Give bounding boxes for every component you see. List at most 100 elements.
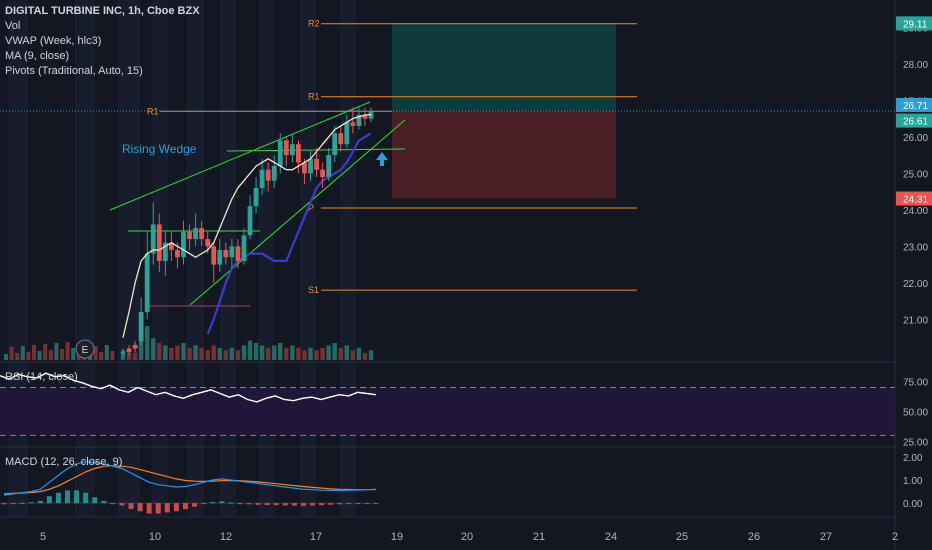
pivot-label-3: P bbox=[308, 203, 314, 213]
volume-bar bbox=[211, 345, 216, 360]
volume-bar bbox=[126, 352, 132, 360]
volume-bar bbox=[54, 343, 59, 360]
macd-hist-bar bbox=[19, 502, 25, 504]
candle-body bbox=[253, 187, 259, 207]
price-tick: 28.00 bbox=[903, 60, 928, 71]
volume-bar bbox=[308, 347, 313, 360]
volume-bar bbox=[99, 352, 104, 360]
candle-body bbox=[296, 144, 301, 163]
volume-bar bbox=[132, 352, 138, 360]
macd-hist-bar bbox=[110, 503, 116, 505]
volume-bar bbox=[144, 326, 150, 360]
legend: DIGITAL TURBINE INC, 1h, Cboe BZX Vol VW… bbox=[5, 4, 200, 79]
price-tick: 21.00 bbox=[903, 315, 928, 326]
wedge-line-0 bbox=[109, 101, 371, 211]
candle-body bbox=[283, 140, 289, 156]
wedge-drawings[interactable] bbox=[109, 101, 406, 307]
time-tick: 19 bbox=[391, 531, 403, 543]
volume-bar bbox=[163, 345, 168, 360]
volume-bar bbox=[320, 347, 325, 360]
macd-hist-bar bbox=[328, 503, 334, 505]
macd-hist-bar bbox=[1, 503, 7, 505]
candle-body bbox=[314, 158, 319, 170]
candle-body bbox=[138, 312, 144, 342]
candle-body bbox=[120, 352, 126, 354]
candle-body bbox=[320, 169, 326, 177]
volume-bar bbox=[110, 351, 115, 360]
target-zone bbox=[392, 23, 616, 112]
legend-vwap[interactable]: VWAP (Week, hlc3) bbox=[5, 35, 102, 47]
candle-body bbox=[308, 158, 313, 174]
macd-tick: 1.00 bbox=[903, 476, 923, 487]
legend-ma[interactable]: MA (9, close) bbox=[5, 50, 70, 62]
volume-bar bbox=[4, 354, 8, 360]
macd-tick: 0.00 bbox=[903, 499, 923, 510]
macd-hist-bar bbox=[300, 503, 306, 506]
volume-bar bbox=[43, 344, 48, 360]
macd-hist-bar bbox=[273, 503, 279, 506]
volume-bar bbox=[65, 342, 70, 360]
volume-bar bbox=[157, 343, 162, 360]
volume-bar bbox=[169, 347, 174, 360]
volume-bar bbox=[314, 350, 319, 360]
price-label-bg bbox=[896, 191, 932, 206]
candle-body bbox=[181, 231, 186, 258]
volume-bar bbox=[15, 353, 20, 360]
earnings-marker[interactable]: E bbox=[75, 339, 95, 359]
volume-bar bbox=[350, 350, 356, 360]
volume-bar bbox=[205, 350, 210, 360]
candle-body bbox=[277, 140, 283, 167]
arrow-up-icon bbox=[376, 152, 388, 166]
macd-hist-bar bbox=[264, 503, 270, 505]
volume-bar bbox=[193, 345, 198, 360]
time-tick: 20 bbox=[461, 531, 473, 543]
rsi-tick: 50.00 bbox=[903, 407, 928, 418]
volume-bar bbox=[199, 347, 204, 360]
candle-body bbox=[217, 249, 223, 265]
macd-hist-bar bbox=[210, 501, 216, 504]
legend-pivots[interactable]: Pivots (Traditional, Auto, 15) bbox=[5, 65, 143, 77]
macd-hist-bar bbox=[228, 502, 234, 504]
macd-hist-bar bbox=[83, 492, 89, 504]
candle-body bbox=[193, 228, 198, 240]
candle-body bbox=[211, 246, 217, 265]
volume-bar bbox=[48, 350, 53, 360]
macd-hist-bar bbox=[192, 503, 198, 507]
macd-hist-bar bbox=[10, 503, 16, 505]
volume-bar bbox=[235, 350, 241, 360]
price-label-bg bbox=[896, 16, 932, 31]
session-band-5 bbox=[220, 0, 236, 517]
volume-bar bbox=[368, 350, 374, 360]
time-tick: 26 bbox=[748, 531, 760, 543]
macd-hist-bar bbox=[128, 503, 134, 509]
macd-hist-bar bbox=[182, 503, 188, 510]
macd-hist-bar bbox=[355, 503, 361, 505]
volume-bar bbox=[60, 349, 64, 360]
wedge-line-1 bbox=[189, 119, 406, 306]
macd-hist-bar bbox=[46, 496, 52, 504]
volume-bar bbox=[272, 345, 277, 360]
candle-body bbox=[338, 133, 344, 145]
vwap-line bbox=[206, 132, 372, 335]
volume-bar bbox=[93, 346, 98, 360]
candle-body bbox=[229, 246, 235, 258]
candlestick-series bbox=[120, 107, 374, 356]
price-label: 26.61 bbox=[903, 117, 928, 128]
candle-body bbox=[332, 133, 338, 156]
wedge-line-2 bbox=[226, 148, 406, 152]
volume-bar bbox=[302, 350, 307, 360]
candle-body bbox=[175, 249, 180, 258]
vwap-path bbox=[206, 132, 372, 335]
macd-hist-bar bbox=[364, 503, 370, 505]
price-axis[interactable]: 29.0028.0027.0026.0025.0024.0023.0022.00… bbox=[896, 0, 932, 550]
rsi-tick: 75.00 bbox=[903, 378, 928, 389]
candle-body bbox=[350, 122, 356, 126]
time-axis[interactable]: 5 10 12 17 19 20 21 24 25 26 27 2 bbox=[40, 531, 898, 543]
legend-vol[interactable]: Vol bbox=[5, 20, 21, 32]
candle-body bbox=[326, 155, 332, 177]
symbol-title[interactable]: DIGITAL TURBINE INC, 1h, Cboe BZX bbox=[5, 5, 200, 17]
volume-bar bbox=[278, 343, 283, 360]
macd-hist-bar bbox=[28, 502, 34, 504]
price-tick: 23.00 bbox=[903, 242, 928, 253]
